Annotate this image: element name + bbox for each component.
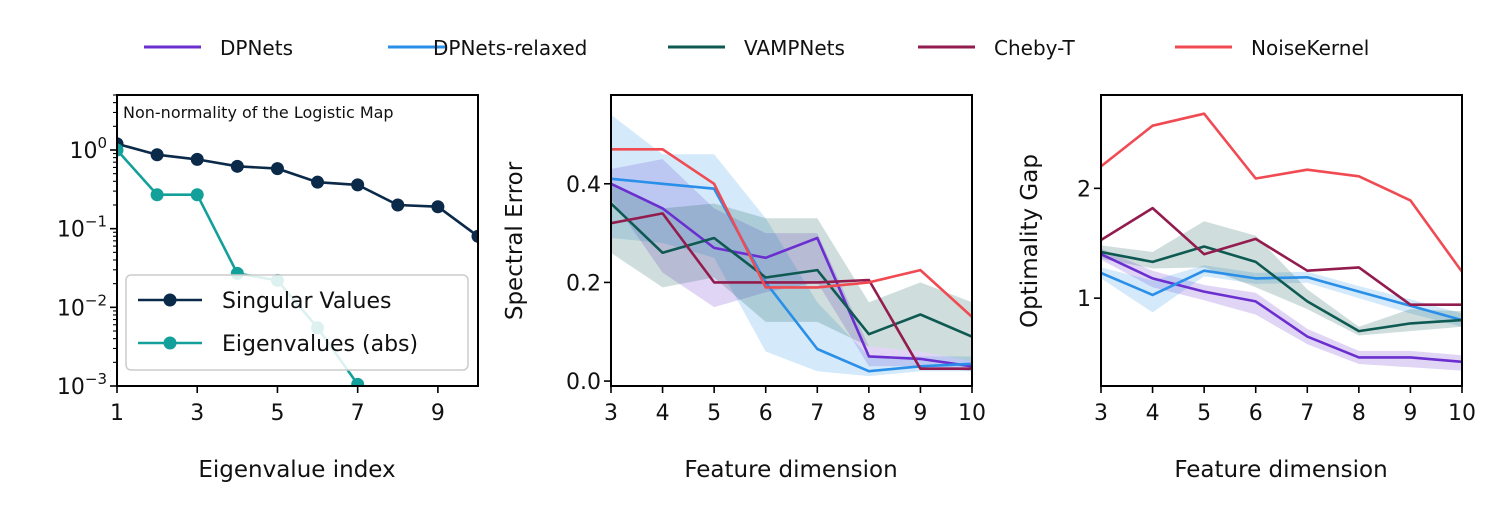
data-point-singular-values: [391, 198, 405, 212]
x-tick-label: 8: [862, 401, 876, 426]
data-point-singular-values: [230, 159, 244, 173]
data-point-singular-values: [311, 175, 325, 189]
x-tick-label: 6: [1249, 401, 1263, 426]
x-tick-label: 9: [913, 401, 927, 426]
series-line-noisekernel: [1101, 112, 1462, 273]
panel-log-eigen: Non-normality of the Logistic Map 1 3 5 7 91…: [57, 94, 479, 483]
clipped-series: [611, 114, 972, 377]
series-line-cheby-t: [1101, 206, 1462, 306]
inner-legend-marker-singular-values: [163, 293, 177, 307]
x-axis-label: Eigenvalue index: [198, 457, 395, 483]
clipped-series: [1101, 112, 1462, 371]
x-tick-label: 5: [707, 401, 721, 426]
data-point-singular-values: [190, 152, 204, 166]
top-legend: DPNets DPNets-relaxed VAMPNets Cheby-T Noise…: [144, 36, 1369, 60]
x-tick-label: 9: [431, 401, 445, 426]
data-point-eigenvalues-abs: [190, 188, 204, 202]
axes-optimality-gap: 3 4 5 6 7 8 9 10 1 2: [1077, 177, 1476, 426]
x-tick-label: 7: [810, 401, 824, 426]
x-tick-label: 5: [1197, 401, 1211, 426]
plot-area-log-eigen: [117, 137, 478, 386]
inner-legend-box: [125, 274, 469, 371]
x-tick-label: 6: [759, 401, 773, 426]
series-line-cheby-t: [611, 212, 972, 370]
y-tick-label: 0.0: [566, 370, 601, 395]
panel-optimality-gap: 3 4 5 6 7 8 9 10 1 2 Feature dimension Optimality…: [1017, 94, 1476, 483]
clipped-series: [117, 137, 478, 386]
data-point-eigenvalues-abs: [351, 377, 365, 386]
series-line-vampnets: [611, 202, 972, 338]
data-point-singular-values: [351, 178, 365, 192]
x-tick-label: 3: [190, 401, 204, 426]
plot-area-spectral-error: [611, 114, 972, 377]
panel-title: Non-normality of the Logistic Map: [123, 103, 394, 122]
plot-area-optimality-gap: [1101, 112, 1462, 371]
x-tick-label: 4: [656, 401, 670, 426]
data-point-eigenvalues-abs: [150, 188, 164, 202]
axes-frame: [610, 94, 973, 387]
axes-frame: [1100, 94, 1463, 387]
series-line-dpnets: [1101, 253, 1462, 364]
axes-log-eigen: 1 3 5 7 9 100 10−1 10−2 10−3: [57, 94, 445, 426]
y-tick-label: 100: [69, 134, 107, 164]
y-tick-label: 0.2: [566, 271, 601, 296]
data-point-singular-values: [431, 200, 445, 214]
inner-legend: Singular Values Eigenvalues (abs): [125, 274, 469, 371]
inner-legend-marker-eigenvalues-abs: [163, 336, 177, 350]
inner-legend-label-eigenvalues-abs: Eigenvalues (abs): [222, 332, 418, 357]
band-dpnets: [611, 159, 972, 372]
x-tick-label: 7: [1300, 401, 1314, 426]
y-tick-label: 0.4: [566, 173, 601, 198]
inner-legend-label-singular-values: Singular Values: [222, 289, 391, 314]
x-axis-label: Feature dimension: [1174, 457, 1387, 483]
y-tick-label: 10−2: [57, 291, 107, 321]
y-axis-label: Optimality Gap: [1017, 154, 1043, 328]
x-tick-label: 9: [1403, 401, 1417, 426]
y-tick-label: 10−1: [57, 213, 107, 243]
band-dpnets-relaxed: [1101, 265, 1462, 327]
x-tick-label: 10: [958, 401, 986, 426]
x-tick-label: 1: [110, 401, 124, 426]
x-tick-label: 3: [1094, 401, 1108, 426]
x-tick-label: 5: [270, 401, 284, 426]
series-line-dpnets: [611, 182, 972, 368]
legend-label-dpnets-relaxed: DPNets-relaxed: [433, 36, 587, 60]
x-axis-label: Feature dimension: [684, 457, 897, 483]
x-tick-label: 10: [1448, 401, 1476, 426]
legend-label-vampnets: VAMPNets: [744, 36, 845, 60]
series-line-vampnets: [1101, 245, 1462, 333]
series-line-dpnets-relaxed: [611, 177, 972, 373]
y-tick-label: 1: [1077, 287, 1091, 312]
series-line-noisekernel: [611, 148, 972, 318]
data-point-singular-values: [150, 148, 164, 162]
x-tick-label: 8: [1352, 401, 1366, 426]
y-tick-label: 10−3: [57, 370, 107, 400]
panel-spectral-error: 3 4 5 6 7 8 9 10 0.0 0.2 0.4 Feature dimension Spe…: [502, 94, 986, 483]
x-tick-label: 7: [351, 401, 365, 426]
data-point-singular-values: [471, 229, 478, 243]
x-tick-label: 3: [604, 401, 618, 426]
series-line-dpnets-relaxed: [1101, 269, 1462, 322]
data-point-eigenvalues-abs: [117, 143, 124, 157]
y-axis-label: Spectral Error: [502, 161, 528, 320]
band-dpnets-relaxed: [611, 114, 972, 377]
legend-label-noisekernel: NoiseKernel: [1251, 36, 1369, 60]
axes-spectral-error: 3 4 5 6 7 8 9 10 0.0 0.2 0.4: [566, 173, 986, 426]
x-tick-label: 4: [1146, 401, 1160, 426]
y-tick-label: 2: [1077, 177, 1091, 202]
legend-label-cheby-t: Cheby-T: [994, 36, 1076, 60]
series-line-singular-values: [117, 142, 478, 238]
data-point-singular-values: [270, 162, 284, 176]
legend-label-dpnets: DPNets: [220, 36, 293, 60]
